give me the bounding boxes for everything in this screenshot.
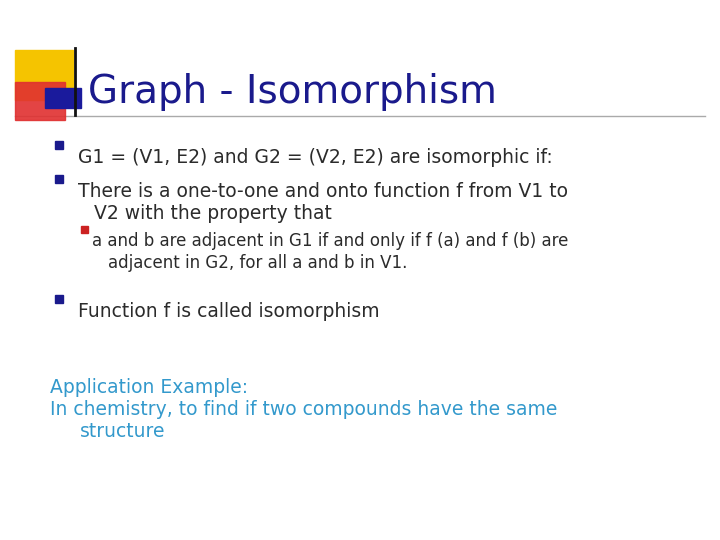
- Text: There is a one-to-one and onto function f from V1 to: There is a one-to-one and onto function …: [78, 182, 568, 201]
- Bar: [45, 88, 81, 108]
- Text: Application Example:: Application Example:: [50, 378, 248, 397]
- Text: structure: structure: [80, 422, 166, 441]
- Text: G1 = (V1, E2) and G2 = (V2, E2) are isomorphic if:: G1 = (V1, E2) and G2 = (V2, E2) are isom…: [78, 148, 553, 167]
- Text: V2 with the property that: V2 with the property that: [94, 204, 332, 223]
- Text: adjacent in G2, for all a and b in V1.: adjacent in G2, for all a and b in V1.: [108, 254, 408, 272]
- Text: Graph - Isomorphism: Graph - Isomorphism: [88, 73, 497, 111]
- Text: a and b are adjacent in G1 if and only if f (a) and f (b) are: a and b are adjacent in G1 if and only i…: [92, 232, 568, 250]
- Text: In chemistry, to find if two compounds have the same: In chemistry, to find if two compounds h…: [50, 400, 557, 419]
- Bar: [55, 141, 63, 149]
- Bar: [55, 175, 63, 183]
- Bar: [15, 82, 65, 120]
- Text: Function f is called isomorphism: Function f is called isomorphism: [78, 302, 379, 321]
- Bar: [81, 226, 88, 233]
- Bar: [15, 50, 73, 100]
- Bar: [55, 295, 63, 303]
